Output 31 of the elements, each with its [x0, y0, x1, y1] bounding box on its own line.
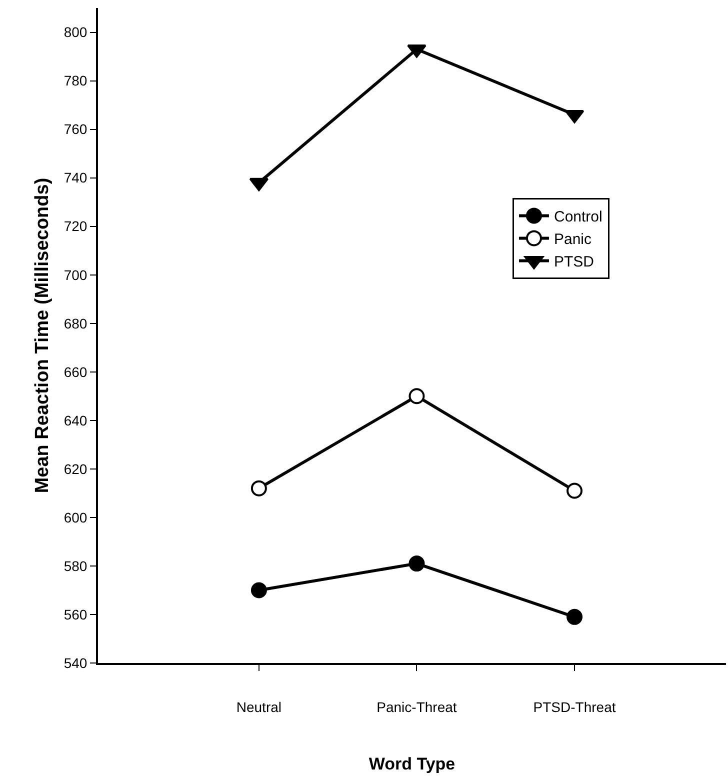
x-tick-label: Neutral [236, 698, 282, 715]
y-tick-label: 740 [64, 170, 88, 186]
point [249, 178, 269, 192]
y-tick-label: 560 [64, 606, 88, 622]
y-tick-label: 580 [64, 558, 88, 574]
x-tick-label: PTSD-Threat [533, 698, 616, 715]
legend-label: PTSD [554, 254, 594, 271]
y-tick-label: 540 [64, 654, 88, 671]
point [408, 556, 425, 572]
y-tick-label: 760 [64, 121, 88, 138]
point [566, 482, 583, 499]
point [407, 44, 426, 58]
point [408, 388, 425, 404]
y-tick-label: 620 [64, 460, 88, 477]
y-tick-label: 660 [64, 364, 88, 380]
x-tick-label: Panic-Threat [376, 698, 457, 715]
point [250, 582, 267, 598]
x-axis-title: Word Type [368, 754, 456, 774]
y-tick-label: 720 [64, 218, 88, 234]
y-tick-label: 700 [64, 266, 88, 283]
y-tick-label: 780 [64, 72, 88, 89]
legend-label: Panic [554, 231, 592, 248]
y-tick-label: 680 [64, 315, 88, 332]
y-tick-label: 600 [64, 509, 88, 526]
legend-label: Control [554, 208, 602, 226]
y-tick-label: 640 [64, 412, 88, 428]
y-axis-title: Mean Reaction Time (Milliseconds) [32, 178, 54, 494]
point [566, 608, 583, 625]
y-tick-label: 800 [64, 24, 88, 40]
point [564, 110, 584, 124]
point [250, 480, 267, 496]
